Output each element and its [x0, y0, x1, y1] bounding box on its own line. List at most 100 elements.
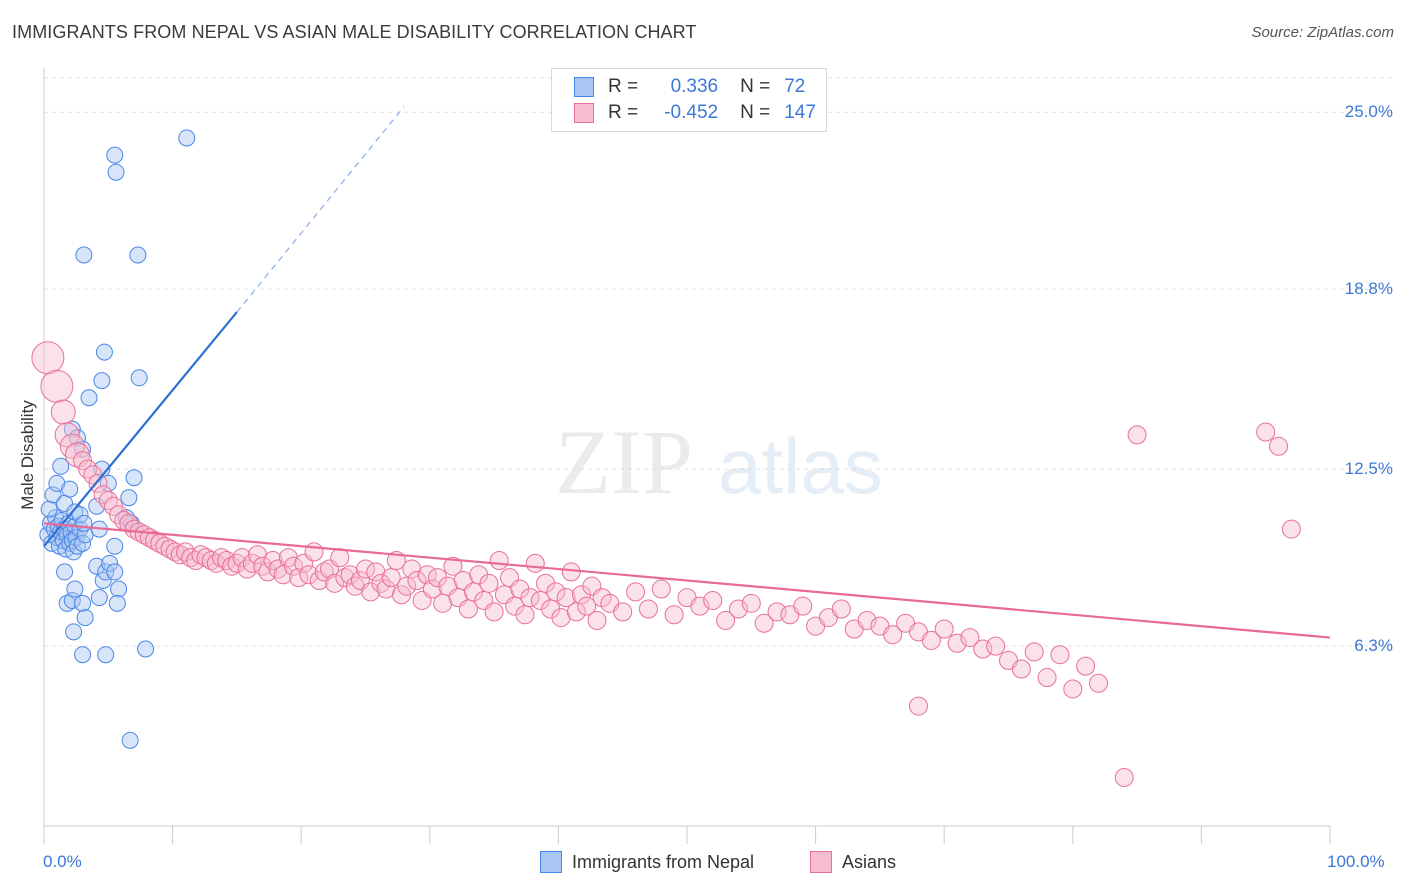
- point-65: [107, 163, 125, 181]
- point-117: [716, 610, 736, 630]
- legend-swatch-asians: [574, 103, 594, 123]
- point-126: [831, 599, 851, 619]
- point-63: [129, 246, 147, 264]
- y-tick-1: 12.5%: [1344, 459, 1393, 479]
- point-134: [934, 619, 954, 639]
- point-130: [883, 625, 903, 645]
- point-16: [124, 519, 144, 539]
- point-145: [1076, 656, 1096, 676]
- point-58: [74, 646, 92, 664]
- point-140: [1011, 659, 1031, 679]
- point-101: [561, 562, 581, 582]
- point-56: [330, 548, 350, 568]
- point-30: [61, 480, 79, 498]
- point-116: [703, 590, 723, 610]
- legend-row-nepal: R = 0.336 N = 72: [574, 75, 805, 99]
- point-44: [58, 594, 76, 612]
- point-61: [121, 731, 139, 749]
- point-118: [728, 599, 748, 619]
- bottom-legend-asians[interactable]: Asians: [810, 851, 896, 873]
- point-55: [90, 589, 108, 607]
- point-46: [66, 580, 84, 598]
- point-70: [120, 489, 138, 507]
- point-148: [1256, 422, 1276, 442]
- point-110: [626, 582, 646, 602]
- point-25: [40, 500, 58, 518]
- point-146: [1089, 673, 1109, 693]
- point-115: [690, 596, 710, 616]
- trend-line-asians: [43, 522, 1331, 639]
- point-48: [76, 609, 94, 627]
- point-49: [88, 557, 106, 575]
- legend-r-label: R =: [608, 76, 639, 97]
- trend-line-nepal-extension: [236, 106, 405, 313]
- point-56: [108, 594, 126, 612]
- point-136: [960, 628, 980, 648]
- point-150: [1281, 519, 1301, 539]
- legend-n-value-nepal: 72: [784, 76, 806, 97]
- point-68: [95, 343, 113, 361]
- point-57: [65, 623, 83, 641]
- bottom-legend-nepal[interactable]: Immigrants from Nepal: [540, 851, 754, 873]
- point-144: [1063, 679, 1083, 699]
- point-36: [74, 440, 92, 458]
- point-69: [397, 576, 417, 596]
- point-128: [857, 610, 877, 630]
- point-147: [1127, 425, 1147, 445]
- point-50: [299, 565, 319, 585]
- point-152: [908, 696, 928, 716]
- legend-r-label: R =: [608, 102, 639, 123]
- point-54: [110, 580, 128, 598]
- point-51: [304, 542, 324, 562]
- point-52: [101, 554, 119, 572]
- point-120: [754, 613, 774, 633]
- legend-row-asians: R = -0.452 N = 147: [574, 101, 816, 125]
- x-tick-100: 100.0%: [1327, 852, 1385, 871]
- point-138: [986, 636, 1006, 656]
- point-41: [253, 556, 273, 576]
- point-73: [125, 469, 143, 487]
- point-100: [556, 588, 576, 608]
- point-66: [178, 129, 196, 147]
- point-2: [50, 399, 76, 425]
- y-tick-0: 6.3%: [1354, 636, 1393, 656]
- point-62: [75, 246, 93, 264]
- point-38: [237, 559, 257, 579]
- axes: [43, 68, 1331, 844]
- point-34: [63, 420, 81, 438]
- point-28: [52, 457, 70, 475]
- point-29: [191, 545, 211, 565]
- point-22: [155, 536, 175, 556]
- point-66: [381, 568, 401, 588]
- chart-title: IMMIGRANTS FROM NEPAL VS ASIAN MALE DISA…: [12, 22, 697, 42]
- legend-swatch-nepal: [574, 77, 594, 97]
- point-123: [793, 596, 813, 616]
- bottom-legend-label-nepal: Immigrants from Nepal: [572, 851, 755, 872]
- point-109: [613, 602, 633, 622]
- point-59: [97, 646, 115, 664]
- legend-r-value-nepal: 0.336: [670, 76, 719, 97]
- point-98: [546, 582, 566, 602]
- trend-lines: [43, 106, 1331, 639]
- point-43: [56, 563, 74, 581]
- point-151: [1114, 767, 1134, 787]
- point-53: [106, 563, 124, 581]
- point-7: [78, 459, 98, 479]
- series-asians-points: [31, 341, 1301, 787]
- bottom-legend-swatch-asians: [810, 851, 832, 873]
- point-9: [88, 473, 108, 493]
- point-85: [479, 573, 499, 593]
- legend-n-value-asians: 147: [784, 102, 816, 123]
- watermark-zip: ZIP: [555, 411, 693, 513]
- point-143: [1050, 645, 1070, 665]
- point-133: [921, 630, 941, 650]
- point-26: [44, 486, 62, 504]
- point-81: [458, 599, 478, 619]
- point-113: [664, 605, 684, 625]
- x-tick-0: 0.0%: [43, 852, 82, 871]
- point-149: [1269, 436, 1289, 456]
- point-141: [1024, 642, 1044, 662]
- point-104: [577, 596, 597, 616]
- point-37: [232, 548, 252, 568]
